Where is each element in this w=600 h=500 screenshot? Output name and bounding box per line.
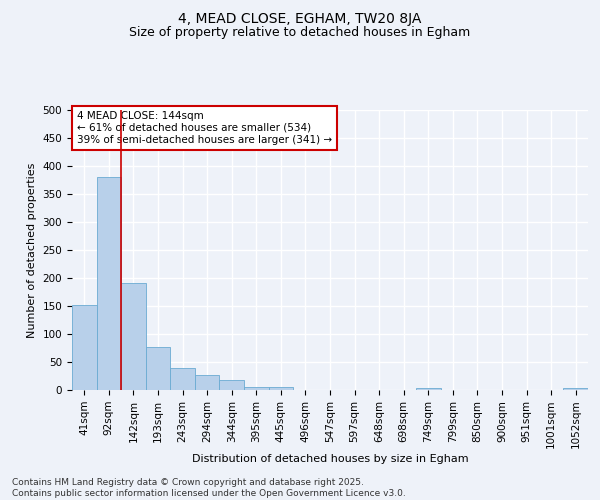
Y-axis label: Number of detached properties: Number of detached properties: [27, 162, 37, 338]
Bar: [72, 305, 97, 390]
Bar: [416, 388, 440, 390]
Bar: [170, 368, 195, 390]
Text: 4 MEAD CLOSE: 144sqm
← 61% of detached houses are smaller (534)
39% of semi-deta: 4 MEAD CLOSE: 144sqm ← 61% of detached h…: [77, 112, 332, 144]
Text: Contains HM Land Registry data © Crown copyright and database right 2025.
Contai: Contains HM Land Registry data © Crown c…: [12, 478, 406, 498]
Bar: [146, 348, 170, 390]
Bar: [269, 387, 293, 390]
X-axis label: Distribution of detached houses by size in Egham: Distribution of detached houses by size …: [191, 454, 469, 464]
Bar: [195, 376, 220, 390]
Bar: [563, 388, 588, 390]
Bar: [244, 386, 269, 390]
Text: Size of property relative to detached houses in Egham: Size of property relative to detached ho…: [130, 26, 470, 39]
Bar: [121, 283, 146, 390]
Bar: [220, 380, 244, 390]
Text: 4, MEAD CLOSE, EGHAM, TW20 8JA: 4, MEAD CLOSE, EGHAM, TW20 8JA: [178, 12, 422, 26]
Bar: [97, 177, 121, 390]
